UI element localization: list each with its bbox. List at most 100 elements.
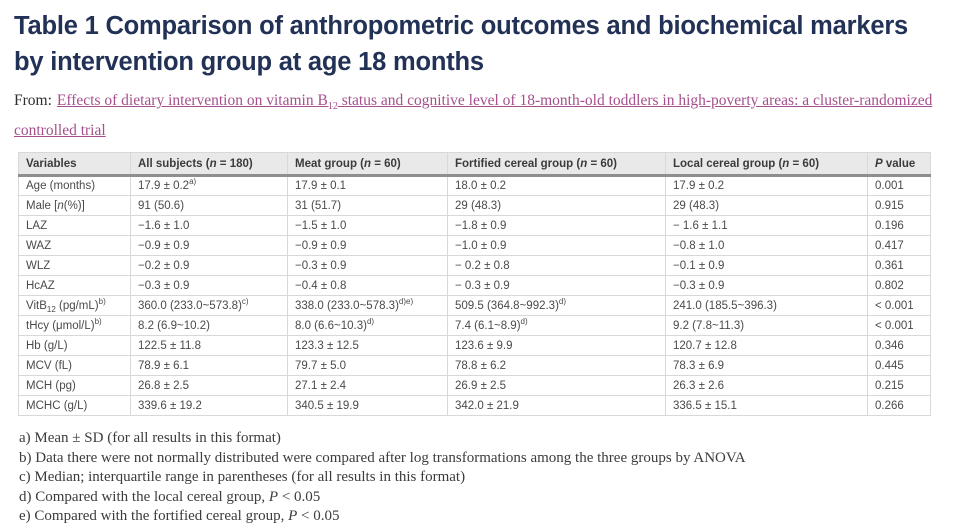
table-cell: −0.9 ± 0.9 [287, 235, 448, 257]
row-label: MCH (pg) [18, 375, 131, 397]
table-cell: 336.5 ± 15.1 [665, 395, 868, 417]
table-cell: 29 (48.3) [447, 195, 666, 217]
table-row: MCV (fL) 78.9 ± 6.1 79.7 ± 5.0 78.8 ± 6.2 78… [18, 355, 931, 377]
table-cell: 78.8 ± 6.2 [447, 355, 666, 377]
row-label: Hb (g/L) [18, 335, 131, 357]
column-header: P value [867, 152, 931, 178]
table-cell: 78.9 ± 6.1 [130, 355, 288, 377]
table-cell: −0.9 ± 0.9 [130, 235, 288, 257]
row-label: MCHC (g/L) [18, 395, 131, 417]
table-cell: −0.4 ± 0.8 [287, 275, 448, 297]
table-cell: 120.7 ± 12.8 [665, 335, 868, 357]
table-cell: − 1.6 ± 1.1 [665, 215, 868, 237]
footnote: a) Mean ± SD (for all results in this fo… [19, 430, 281, 447]
table-row: HcAZ −0.3 ± 0.9 −0.4 ± 0.8− 0.3 ± 0.9 −0.3 … [18, 275, 931, 297]
table-cell: 26.3 ± 2.6 [665, 375, 868, 397]
table-row: VitB12 (pg/mL)b) 360.0 (233.0~573.8)c) 338… [18, 295, 931, 317]
table-cell: 26.8 ± 2.5 [130, 375, 288, 397]
table-cell: 0.196 [867, 215, 931, 237]
table-cell: 0.215 [867, 375, 931, 397]
table-cell: 340.5 ± 19.9 [287, 395, 448, 417]
table-cell: 241.0 (185.5~396.3) [665, 295, 868, 317]
table-cell: 342.0 ± 21.9 [447, 395, 666, 417]
table-cell: 0.445 [867, 355, 931, 377]
row-label: Age (months) [18, 175, 131, 197]
page-title: Table 1 Comparison of anthropometric out… [14, 12, 909, 76]
table-row: WLZ −0.2 ± 0.9 −0.3 ± 0.9− 0.2 ± 0.8 −0.1 ±… [18, 255, 931, 277]
table-cell: 0.001 [867, 175, 931, 197]
footnote: b) Data there were not normally distribu… [19, 449, 746, 466]
table-cell: − 0.2 ± 0.8 [447, 255, 666, 277]
table-cell: 8.0 (6.6~10.3)d) [287, 315, 448, 337]
table-row: MCH (pg) 26.8 ± 2.5 27.1 ± 2.4 26.9 ± 2.5 26… [18, 375, 931, 397]
column-header: Meat group (n = 60) [287, 152, 448, 178]
table-body: Age (months) 17.9 ± 0.2a) 17.9 ± 0.1 18.0 ±… [18, 175, 931, 417]
column-header: Local cereal group (n = 60) [665, 152, 868, 178]
table-row: MCHC (g/L) 339.6 ± 19.2 340.5 ± 19.9 342.0 … [18, 395, 931, 417]
row-label: MCV (fL) [18, 355, 131, 377]
table-cell: −0.3 ± 0.9 [287, 255, 448, 277]
table-cell: 123.3 ± 12.5 [287, 335, 448, 357]
comparison-table: Variables All subjects (n = 180) Meat grou… [18, 152, 931, 417]
table-cell: 17.9 ± 0.2a) [130, 175, 288, 197]
row-label: HcAZ [18, 275, 131, 297]
table-cell: < 0.001 [867, 295, 931, 317]
footnote: e) Compared with the fortified cereal gr… [19, 508, 340, 525]
row-label: WLZ [18, 255, 131, 277]
table-header: Variables All subjects (n = 180) Meat grou… [18, 152, 931, 178]
footnote: c) Median; interquartile range in parent… [19, 469, 466, 486]
table-cell: 509.5 (364.8~992.3)d) [447, 295, 666, 317]
row-label: Male [n(%)] [18, 195, 131, 217]
table-cell: 360.0 (233.0~573.8)c) [130, 295, 288, 317]
row-label: tHcy (μmol/L)b) [18, 315, 131, 337]
table-cell: 17.9 ± 0.2 [665, 175, 868, 197]
row-label: LAZ [18, 215, 131, 237]
column-header: Variables [18, 152, 131, 178]
table-cell: 0.802 [867, 275, 931, 297]
table-row: LAZ −1.6 ± 1.0 −1.5 ± 1.0 −1.8 ± 0.9− 1.6 ±… [18, 215, 931, 237]
table-cell: −1.0 ± 0.9 [447, 235, 666, 257]
column-header: All subjects (n = 180) [130, 152, 288, 178]
table-header-row: Variables All subjects (n = 180) Meat grou… [18, 152, 931, 178]
table-cell: −0.3 ± 0.9 [130, 275, 288, 297]
table-cell: 0.266 [867, 395, 931, 417]
table-row: Hb (g/L) 122.5 ± 11.8 123.3 ± 12.5 123.6 ± … [18, 335, 931, 357]
source-article-link[interactable]: Effects of dietary intervention on vitam… [14, 92, 933, 140]
row-label: WAZ [18, 235, 131, 257]
table-cell: −0.1 ± 0.9 [665, 255, 868, 277]
table-cell: 123.6 ± 9.9 [447, 335, 666, 357]
from-label: From: [14, 92, 52, 109]
table-cell: 29 (48.3) [665, 195, 868, 217]
table-cell: 17.9 ± 0.1 [287, 175, 448, 197]
table-cell: −1.5 ± 1.0 [287, 215, 448, 237]
table-cell: −0.2 ± 0.9 [130, 255, 288, 277]
table-cell: 0.417 [867, 235, 931, 257]
table-cell: 0.346 [867, 335, 931, 357]
table-cell: 26.9 ± 2.5 [447, 375, 666, 397]
table-row: tHcy (μmol/L)b) 8.2 (6.9~10.2) 8.0 (6.6~10… [18, 315, 931, 337]
table-cell: < 0.001 [867, 315, 931, 337]
table-cell: −1.8 ± 0.9 [447, 215, 666, 237]
table-cell: 0.915 [867, 195, 931, 217]
source-citation: From: Effects of dietary intervention on … [14, 89, 954, 143]
table-cell: −1.6 ± 1.0 [130, 215, 288, 237]
table-cell: 8.2 (6.9~10.2) [130, 315, 288, 337]
table-cell: 0.361 [867, 255, 931, 277]
table-cell: 9.2 (7.8~11.3) [665, 315, 868, 337]
footnote: d) Compared with the local cereal group,… [19, 488, 321, 505]
row-label: VitB12 (pg/mL)b) [18, 295, 131, 317]
table-cell: 18.0 ± 0.2 [447, 175, 666, 197]
table-cell: 91 (50.6) [130, 195, 288, 217]
table-cell: 31 (51.7) [287, 195, 448, 217]
table-cell: −0.8 ± 1.0 [665, 235, 868, 257]
table-cell: −0.3 ± 0.9 [665, 275, 868, 297]
column-header: Fortified cereal group (n = 60) [447, 152, 666, 178]
footnotes: a) Mean ± SD (for all results in this fo… [19, 429, 950, 527]
table-cell: 338.0 (233.0~578.3)d)e) [287, 295, 448, 317]
table-row: WAZ −0.9 ± 0.9 −0.9 ± 0.9 −1.0 ± 0.9 −0.8 ± … [18, 235, 931, 257]
table-cell: 79.7 ± 5.0 [287, 355, 448, 377]
table-cell: − 0.3 ± 0.9 [447, 275, 666, 297]
table-row: Male [n(%)] 91 (50.6) 31 (51.7) 29 (48.3) 29… [18, 195, 931, 217]
table-cell: 7.4 (6.1~8.9)d) [447, 315, 666, 337]
